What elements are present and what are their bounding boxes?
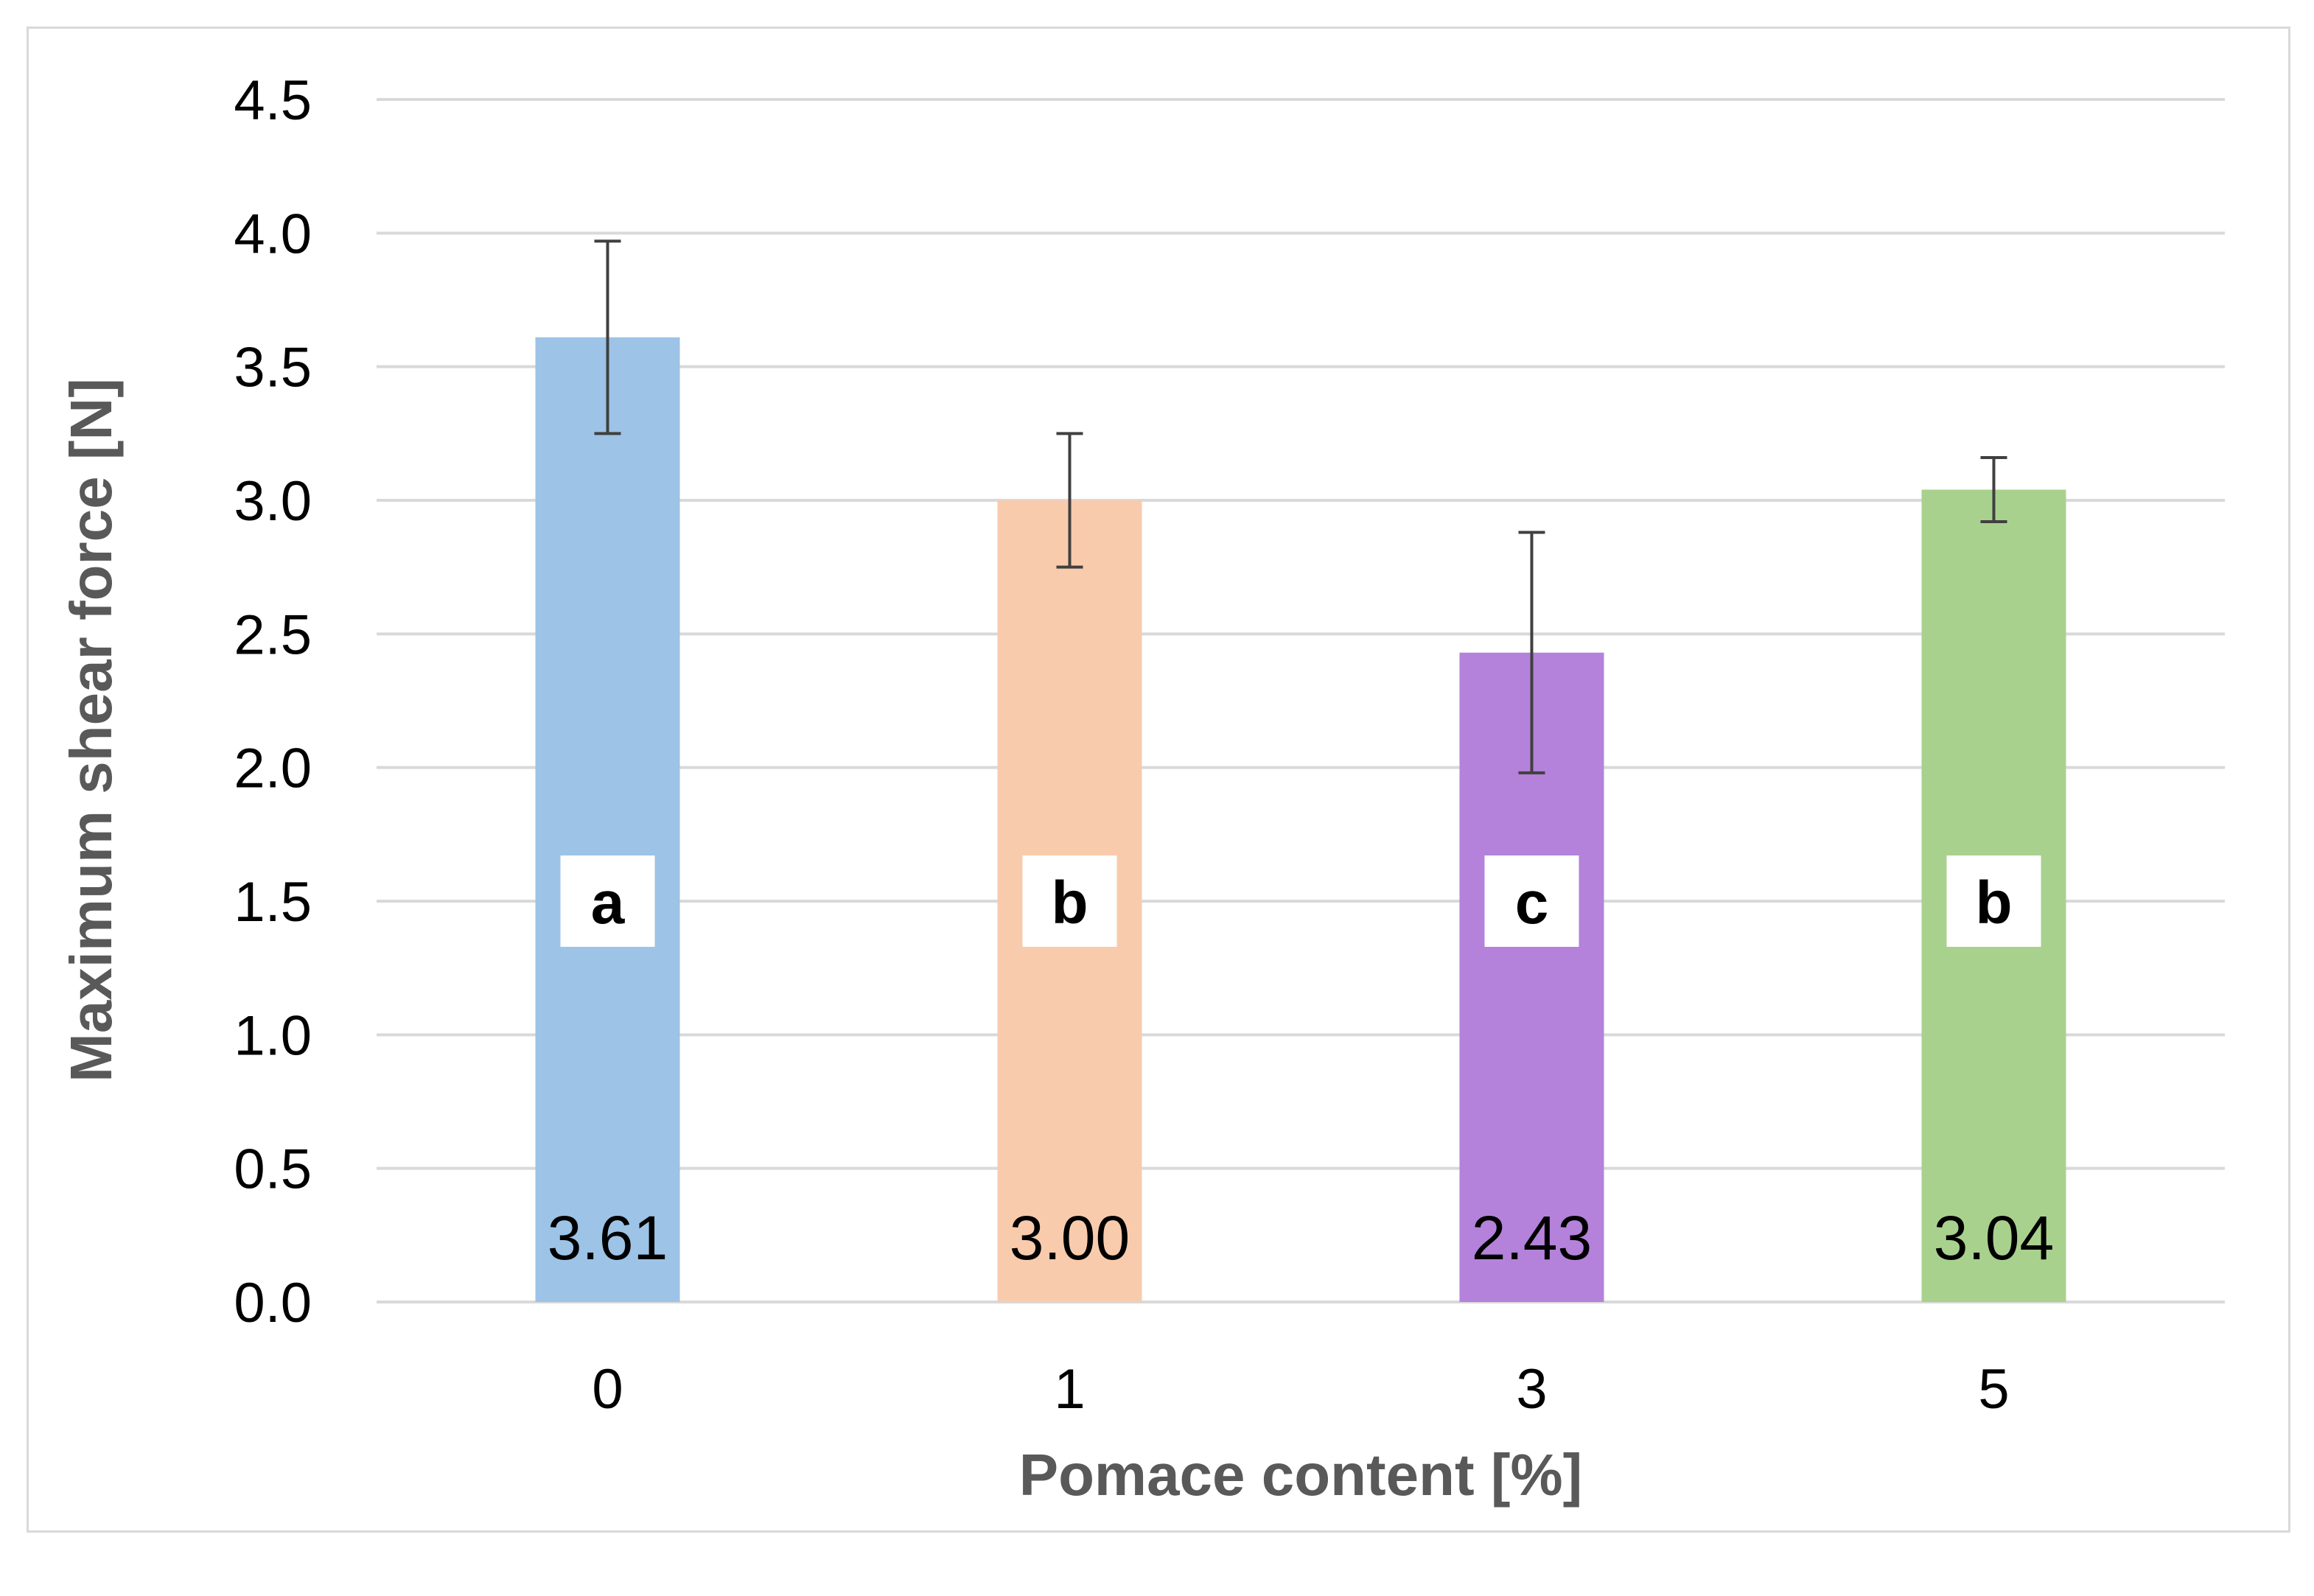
data-label: 3.04: [1934, 1203, 2055, 1273]
bars: [535, 337, 2066, 1303]
data-label: 3.61: [548, 1203, 668, 1273]
bar: [535, 337, 680, 1303]
x-tick-label: 0: [592, 1358, 623, 1421]
y-tick-label: 4.0: [234, 203, 312, 265]
significance-box: [1946, 855, 2041, 947]
data-labels: 3.61 3.00 2.43 3.04: [548, 1203, 2055, 1273]
significance-letter: a: [591, 869, 626, 937]
x-tick-label: 1: [1054, 1358, 1085, 1421]
significance-letter: b: [1051, 869, 1088, 937]
x-axis-title: Pomace content [%]: [1019, 1442, 1583, 1508]
y-tick-label: 3.5: [234, 337, 312, 399]
y-axis-title: Maximum shear force [N]: [58, 378, 124, 1082]
significance-letter: b: [1975, 869, 2012, 937]
gridlines: [377, 98, 2225, 1303]
x-tick-label: 5: [1978, 1358, 2009, 1421]
y-tick-label: 3.0: [234, 470, 312, 533]
data-label: 2.43: [1472, 1203, 1593, 1273]
significance-letter: c: [1515, 869, 1549, 937]
y-axis-ticks: 0.0 0.5 1.0 1.5 2.0 2.5 3.0 3.5 4.0 4.5: [234, 69, 312, 1334]
x-axis-ticks: 0 1 3 5: [592, 1358, 2009, 1421]
y-tick-label: 2.5: [234, 603, 312, 666]
significance-box: [1022, 855, 1117, 947]
y-tick-label: 1.0: [234, 1004, 312, 1067]
y-tick-label: 2.0: [234, 738, 312, 800]
significance-box: [560, 855, 655, 947]
y-tick-label: 0.0: [234, 1272, 312, 1334]
chart-frame: 0.0 0.5 1.0 1.5 2.0 2.5 3.0 3.5 4.0 4.5 3.61 3.00 2…: [27, 27, 2290, 1533]
y-tick-label: 0.5: [234, 1138, 312, 1201]
y-tick-label: 4.5: [234, 69, 312, 132]
x-tick-label: 3: [1516, 1358, 1547, 1421]
y-tick-label: 1.5: [234, 871, 312, 934]
data-label: 3.00: [1010, 1203, 1130, 1273]
error-bars: [594, 239, 2007, 774]
bar-chart: 0.0 0.5 1.0 1.5 2.0 2.5 3.0 3.5 4.0 4.5 3.61 3.00 2…: [58, 69, 2225, 1508]
significance-box: [1484, 855, 1579, 947]
